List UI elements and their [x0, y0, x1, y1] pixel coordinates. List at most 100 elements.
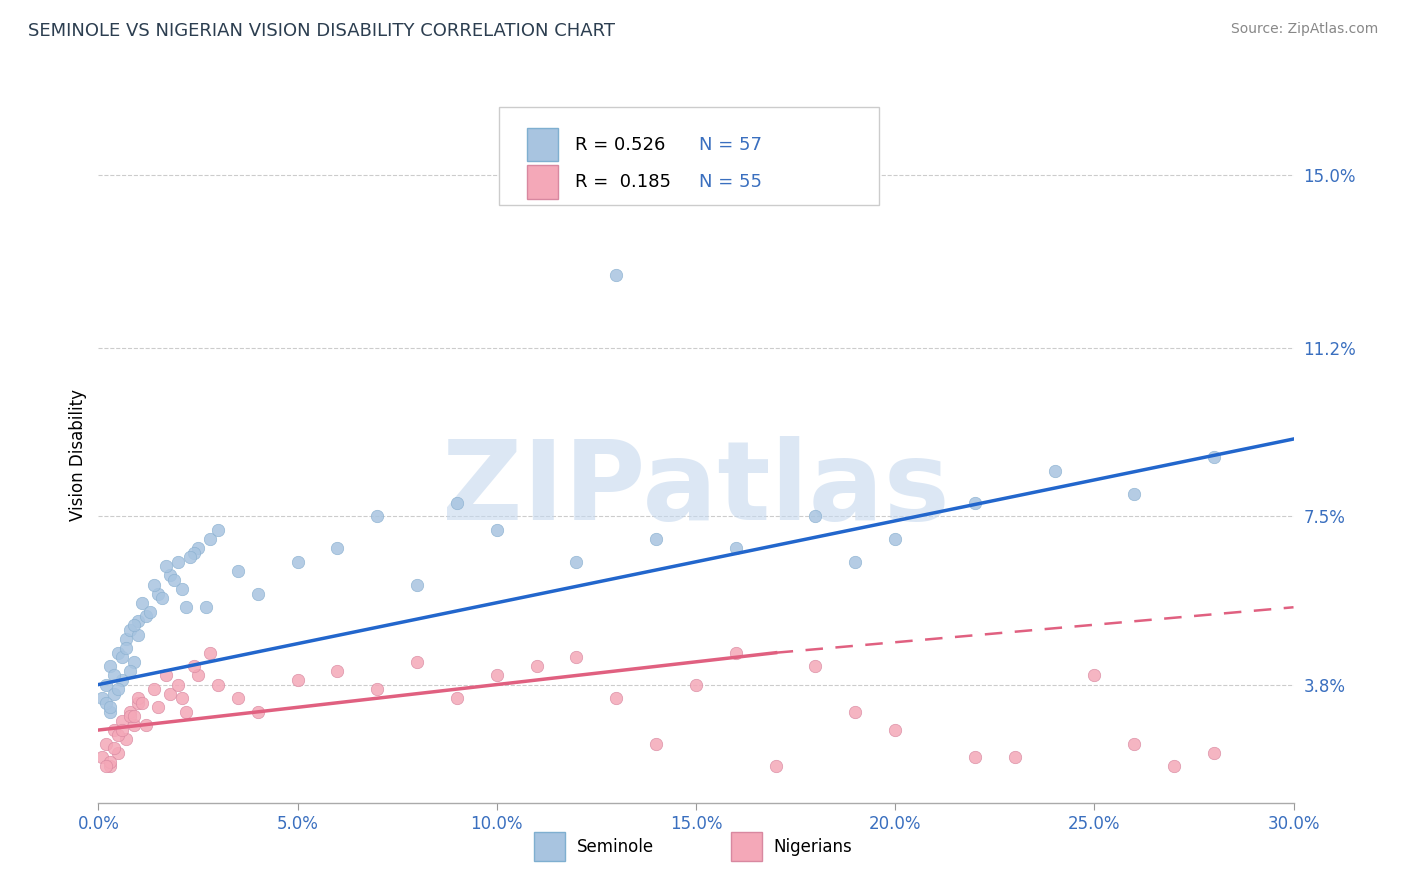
Point [366, 682, 388, 697]
Point [172, 691, 194, 706]
Point [96, 759, 118, 773]
Point [605, 268, 627, 283]
Point [107, 746, 129, 760]
Point [645, 532, 668, 546]
Point [103, 668, 125, 682]
Point [139, 605, 162, 619]
Point [111, 650, 134, 665]
Point [179, 550, 201, 565]
Point [844, 705, 866, 719]
Point [155, 668, 177, 682]
Point [565, 650, 588, 665]
Point [159, 568, 181, 582]
Point [326, 541, 349, 556]
Point [187, 541, 209, 556]
Point [124, 618, 146, 632]
Point [91, 691, 114, 706]
Point [226, 564, 249, 578]
Point [148, 586, 170, 600]
Point [120, 709, 142, 723]
Point [765, 759, 787, 773]
Point [406, 655, 429, 669]
Point [406, 577, 429, 591]
Point [685, 677, 707, 691]
Point [884, 532, 907, 546]
Point [107, 646, 129, 660]
Point [246, 705, 269, 719]
Point [124, 655, 146, 669]
Point [120, 623, 142, 637]
Text: Nigerians: Nigerians [773, 838, 852, 855]
Point [963, 750, 986, 764]
Point [198, 532, 221, 546]
Point [207, 677, 229, 691]
Point [605, 691, 627, 706]
Point [724, 541, 747, 556]
Point [115, 641, 138, 656]
Point [226, 691, 249, 706]
Point [96, 696, 118, 710]
Point [163, 573, 186, 587]
Text: ZIPatlas: ZIPatlas [441, 436, 950, 543]
Point [167, 677, 190, 691]
Point [96, 677, 118, 691]
Point [127, 614, 149, 628]
Point [98, 659, 122, 673]
Point [127, 691, 149, 706]
Text: SEMINOLE VS NIGERIAN VISION DISABILITY CORRELATION CHART: SEMINOLE VS NIGERIAN VISION DISABILITY C… [28, 22, 614, 40]
Point [172, 582, 194, 596]
Point [645, 737, 668, 751]
Point [246, 586, 269, 600]
Point [124, 709, 146, 723]
Text: Source: ZipAtlas.com: Source: ZipAtlas.com [1230, 22, 1378, 37]
Point [96, 737, 118, 751]
Point [103, 741, 125, 756]
Point [127, 696, 149, 710]
Point [150, 591, 173, 606]
Point [1083, 668, 1105, 682]
Point [183, 546, 205, 560]
Text: R =  0.185: R = 0.185 [575, 173, 671, 191]
Point [884, 723, 907, 737]
Point [127, 627, 149, 641]
Point [111, 723, 134, 737]
Point [287, 555, 309, 569]
Point [1202, 746, 1225, 760]
Point [111, 714, 134, 728]
Point [167, 555, 190, 569]
Point [195, 600, 218, 615]
Text: N = 57: N = 57 [699, 136, 762, 153]
Point [198, 646, 221, 660]
Point [804, 659, 827, 673]
Point [565, 555, 588, 569]
Point [120, 664, 142, 678]
Point [1202, 450, 1225, 465]
Point [963, 496, 986, 510]
Point [174, 705, 197, 719]
Point [724, 646, 747, 660]
Point [844, 555, 866, 569]
Point [143, 682, 166, 697]
Point [159, 687, 181, 701]
Point [91, 750, 114, 764]
Text: Seminole: Seminole [576, 838, 654, 855]
Point [98, 759, 122, 773]
Point [103, 687, 125, 701]
Point [207, 523, 229, 537]
Text: R = 0.526: R = 0.526 [575, 136, 665, 153]
Point [98, 755, 122, 769]
Point [103, 723, 125, 737]
Point [1123, 737, 1146, 751]
Point [155, 559, 177, 574]
Point [446, 691, 468, 706]
Point [326, 664, 349, 678]
Y-axis label: Vision Disability: Vision Disability [69, 389, 87, 521]
Point [131, 596, 153, 610]
Point [107, 682, 129, 697]
Text: N = 55: N = 55 [699, 173, 762, 191]
Point [120, 705, 142, 719]
Point [131, 696, 153, 710]
Point [287, 673, 309, 687]
Point [111, 673, 134, 687]
Point [485, 668, 508, 682]
